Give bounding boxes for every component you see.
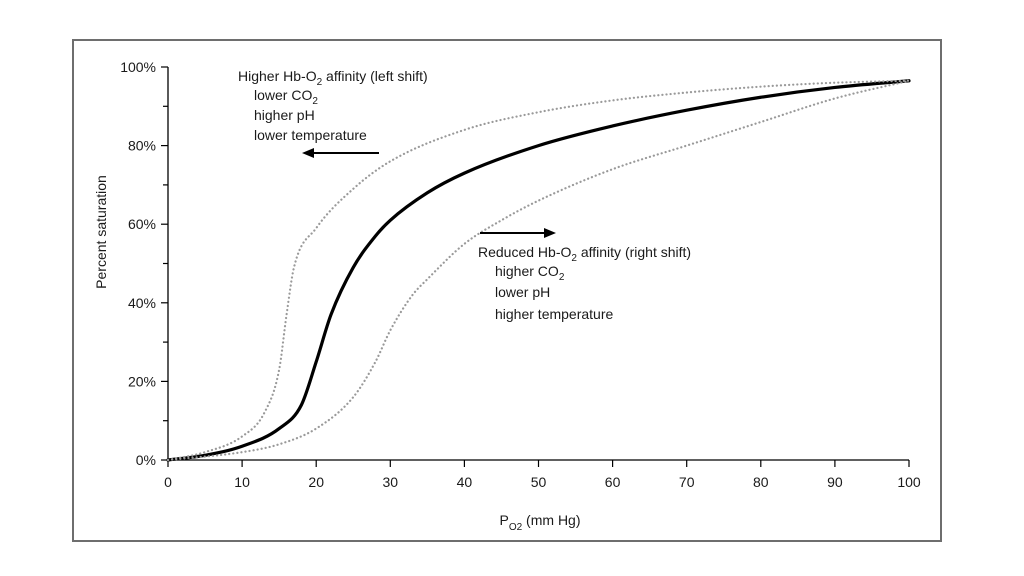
right-shift-curve bbox=[166, 79, 911, 462]
x-tick-label: 40 bbox=[457, 474, 473, 490]
x-tick-label: 90 bbox=[827, 474, 843, 490]
y-tick-label: 40% bbox=[128, 295, 156, 311]
right-shift-annotation: Reduced Hb-O2 affinity (right shift) hig… bbox=[478, 228, 691, 322]
y-tick-label: 20% bbox=[128, 373, 156, 389]
x-tick-label: 20 bbox=[308, 474, 324, 490]
y-tick-label: 0% bbox=[136, 452, 156, 468]
y-tick-label: 100% bbox=[120, 59, 156, 75]
y-ticks: 0% 20% 40% 60% 80% 100% bbox=[120, 59, 168, 468]
x-tick-label: 80 bbox=[753, 474, 769, 490]
left-shift-line-3: lower temperature bbox=[254, 127, 367, 143]
x-axis-label-unit: (mm Hg) bbox=[522, 512, 580, 528]
left-shift-line-1: lower CO2 bbox=[254, 87, 318, 107]
left-shift-title: Higher Hb-O2 affinity (left shift) bbox=[238, 68, 428, 88]
x-axis-label-main: P bbox=[499, 512, 508, 528]
right-shift-title: Reduced Hb-O2 affinity (right shift) bbox=[478, 244, 691, 264]
x-ticks: 0 10 20 30 40 50 60 70 80 90 100 bbox=[164, 460, 921, 490]
right-shift-line-2: lower pH bbox=[495, 284, 550, 300]
x-axis-label: PO2 (mm Hg) bbox=[499, 512, 580, 533]
main-curve bbox=[166, 79, 911, 462]
left-shift-annotation: Higher Hb-O2 affinity (left shift) lower… bbox=[238, 68, 428, 158]
chart-frame: 0% 20% 40% 60% 80% 100% 0 10 20 30 40 50 60 70 80 90 10… bbox=[72, 39, 942, 542]
x-tick-label: 0 bbox=[164, 474, 172, 490]
y-tick-label: 80% bbox=[128, 138, 156, 154]
chart-svg: 0% 20% 40% 60% 80% 100% 0 10 20 30 40 50 60 70 80 90 10… bbox=[93, 59, 921, 533]
x-tick-label: 60 bbox=[605, 474, 621, 490]
curves bbox=[166, 79, 911, 462]
right-arrow-icon bbox=[480, 228, 556, 238]
right-shift-line-1: higher CO2 bbox=[495, 263, 565, 283]
left-arrow-icon bbox=[302, 148, 379, 158]
x-tick-label: 30 bbox=[383, 474, 399, 490]
y-tick-label: 60% bbox=[128, 216, 156, 232]
x-tick-label: 50 bbox=[531, 474, 547, 490]
left-shift-line-2: higher pH bbox=[254, 107, 315, 123]
x-tick-label: 100 bbox=[897, 474, 921, 490]
y-axis-label: Percent saturation bbox=[93, 175, 109, 289]
x-tick-label: 10 bbox=[234, 474, 250, 490]
right-shift-line-3: higher temperature bbox=[495, 306, 614, 322]
x-axis-label-sub: O2 bbox=[509, 522, 523, 533]
x-tick-label: 70 bbox=[679, 474, 695, 490]
